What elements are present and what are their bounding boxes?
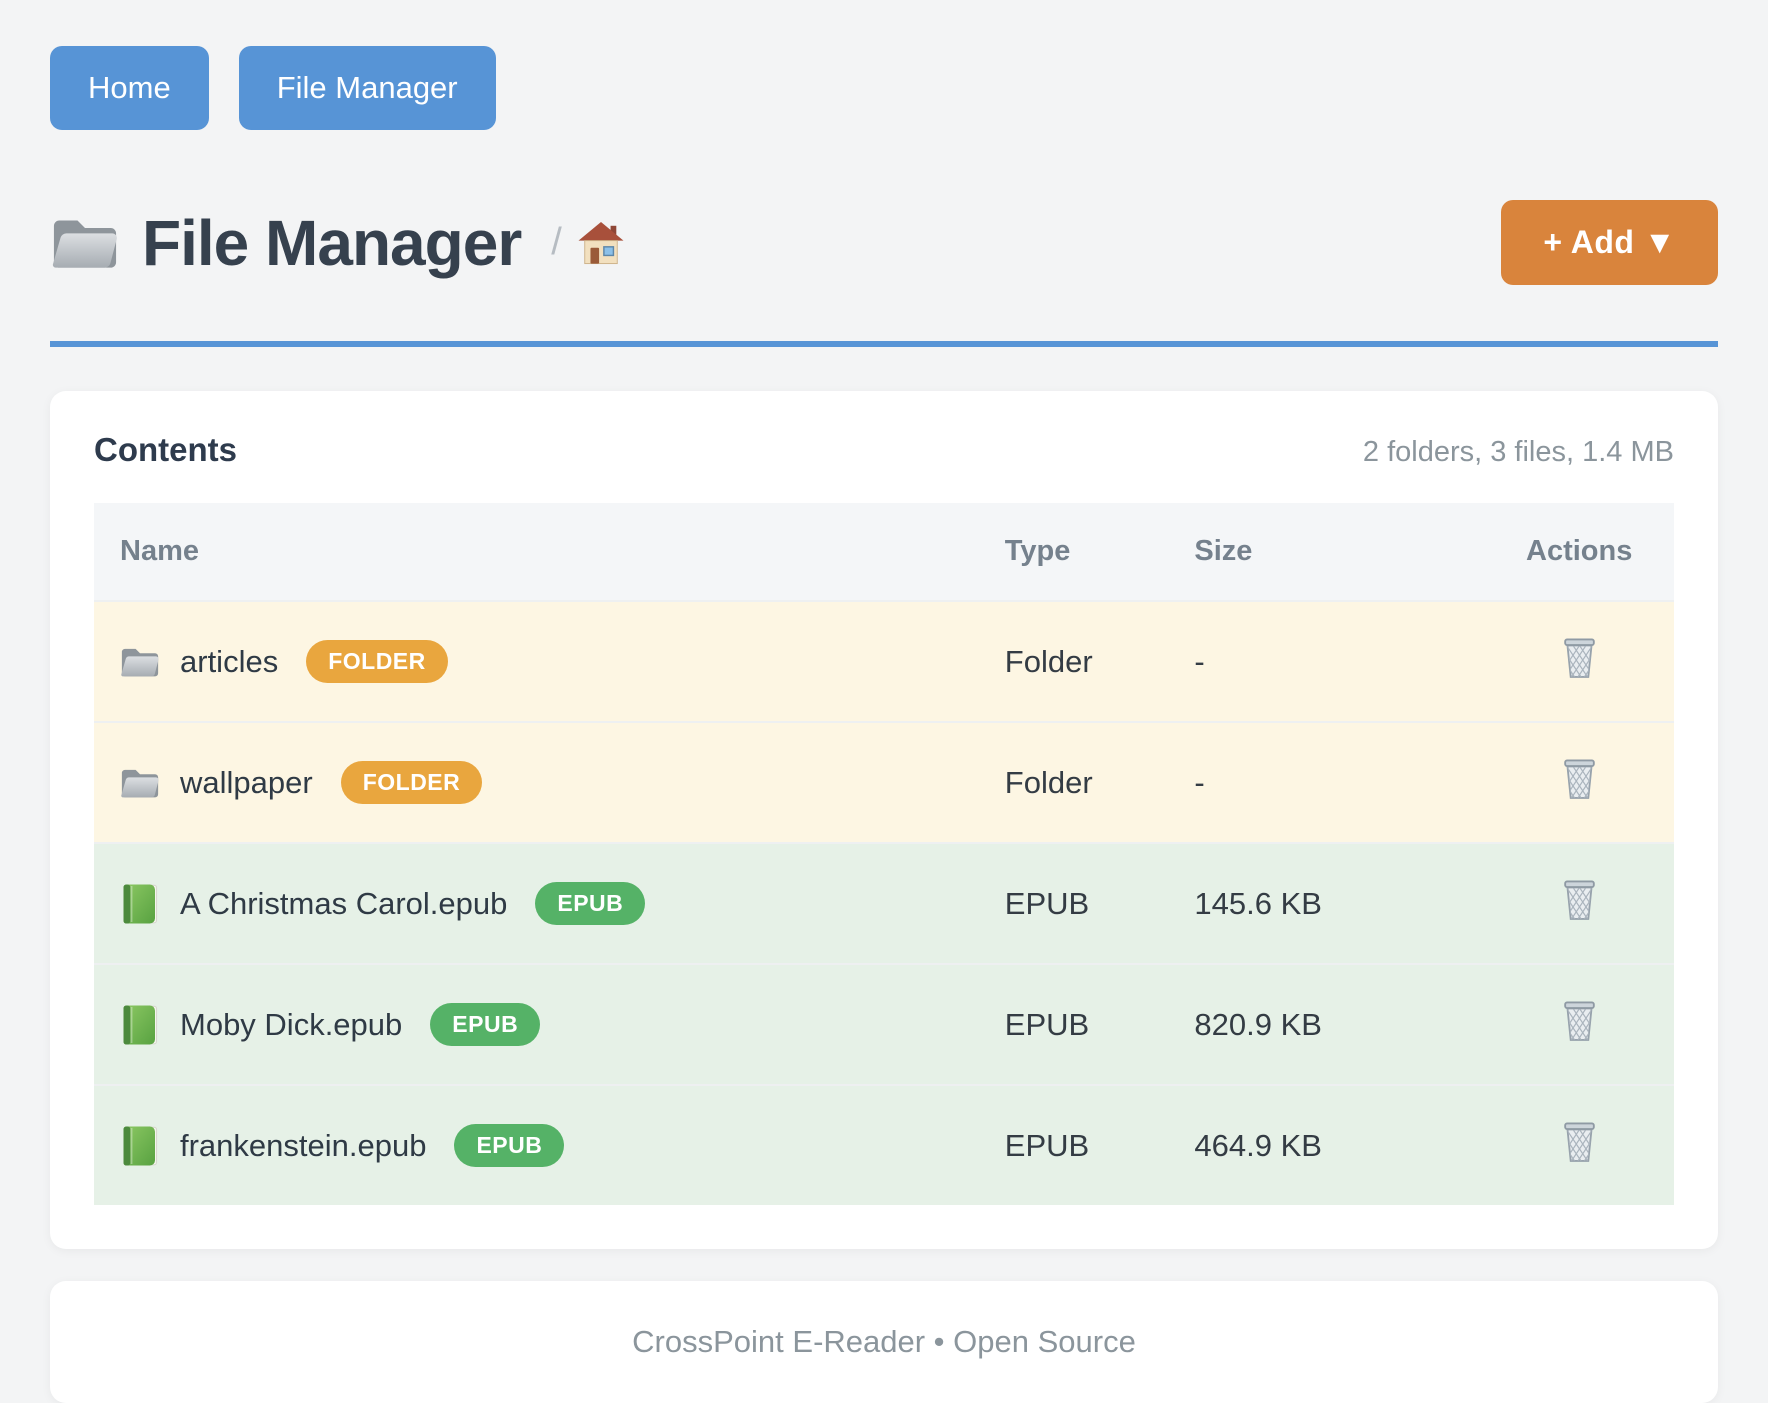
top-nav: Home File Manager xyxy=(50,46,1718,130)
footer-text: CrossPoint E-Reader • Open Source xyxy=(632,1324,1136,1359)
name-cell: articles FOLDER xyxy=(120,640,953,683)
trash-icon xyxy=(1561,1119,1598,1164)
house-icon xyxy=(578,221,624,265)
folder-icon xyxy=(50,213,142,273)
file-name[interactable]: A Christmas Carol.epub xyxy=(180,885,508,921)
type-cell: Folder xyxy=(978,600,1169,722)
file-name[interactable]: Moby Dick.epub xyxy=(180,1006,403,1042)
folder-icon xyxy=(120,762,160,804)
folder-icon xyxy=(120,641,160,683)
delete-button[interactable] xyxy=(1561,635,1598,680)
delete-button[interactable] xyxy=(1561,998,1598,1043)
page-header: File Manager / + Add ▼ xyxy=(50,200,1718,285)
name-cell: Moby Dick.epub EPUB xyxy=(120,1003,953,1046)
contents-heading: Contents xyxy=(94,431,237,468)
breadcrumb-home-link[interactable] xyxy=(578,221,624,265)
size-cell: - xyxy=(1168,600,1485,722)
title-underline xyxy=(50,341,1718,347)
type-badge: EPUB xyxy=(454,1124,565,1167)
column-header-name: Name xyxy=(94,503,979,601)
actions-cell xyxy=(1484,842,1674,964)
table-header-row: Name Type Size Actions xyxy=(94,503,1674,601)
trash-icon xyxy=(1561,635,1598,680)
file-name[interactable]: wallpaper xyxy=(180,764,313,800)
size-cell: 464.9 KB xyxy=(1168,1084,1485,1205)
file-name[interactable]: frankenstein.epub xyxy=(180,1127,427,1163)
home-button[interactable]: Home xyxy=(50,46,209,130)
name-cell: A Christmas Carol.epub EPUB xyxy=(120,882,953,925)
contents-card-head: Contents 2 folders, 3 files, 1.4 MB xyxy=(94,431,1674,469)
table-row: wallpaper FOLDER Folder - xyxy=(94,721,1674,843)
column-header-type: Type xyxy=(978,503,1169,601)
delete-button[interactable] xyxy=(1561,877,1598,922)
name-cell: wallpaper FOLDER xyxy=(120,761,953,804)
table-row: articles FOLDER Folder - xyxy=(94,600,1674,722)
column-header-actions: Actions xyxy=(1484,503,1674,601)
type-cell: EPUB xyxy=(978,963,1169,1085)
trash-icon xyxy=(1561,877,1598,922)
breadcrumb-separator: / xyxy=(551,221,562,263)
type-badge: FOLDER xyxy=(340,761,483,804)
trash-icon xyxy=(1561,998,1598,1043)
page-title: File Manager xyxy=(142,206,522,279)
add-button[interactable]: + Add ▼ xyxy=(1501,200,1718,285)
table-row: frankenstein.epub EPUB EPUB 464.9 KB xyxy=(94,1084,1674,1205)
type-cell: Folder xyxy=(978,721,1169,843)
contents-summary: 2 folders, 3 files, 1.4 MB xyxy=(1362,436,1674,468)
actions-cell xyxy=(1484,721,1674,843)
actions-cell xyxy=(1484,600,1674,722)
type-badge: FOLDER xyxy=(306,640,448,683)
type-badge: EPUB xyxy=(535,882,646,925)
book-icon xyxy=(120,1125,160,1167)
book-icon xyxy=(120,883,160,925)
contents-table: Name Type Size Actions articles FOLDER F… xyxy=(94,503,1674,1205)
table-body: articles FOLDER Folder - wallpaper FOLDE… xyxy=(94,600,1674,1205)
size-cell: - xyxy=(1168,721,1485,843)
trash-icon xyxy=(1561,756,1598,801)
type-cell: EPUB xyxy=(978,842,1169,964)
delete-button[interactable] xyxy=(1561,756,1598,801)
delete-button[interactable] xyxy=(1561,1119,1598,1164)
size-cell: 820.9 KB xyxy=(1168,963,1485,1085)
table-row: A Christmas Carol.epub EPUB EPUB 145.6 K… xyxy=(94,842,1674,964)
type-badge: EPUB xyxy=(430,1003,541,1046)
title-wrap: File Manager / xyxy=(50,206,624,280)
file-name[interactable]: articles xyxy=(180,643,279,679)
book-icon xyxy=(120,1004,160,1046)
table-row: Moby Dick.epub EPUB EPUB 820.9 KB xyxy=(94,963,1674,1085)
name-cell: frankenstein.epub EPUB xyxy=(120,1124,953,1167)
contents-card: Contents 2 folders, 3 files, 1.4 MB Name… xyxy=(50,391,1718,1249)
actions-cell xyxy=(1484,1084,1674,1205)
breadcrumb: / xyxy=(551,221,624,265)
footer-card: CrossPoint E-Reader • Open Source xyxy=(50,1281,1718,1403)
type-cell: EPUB xyxy=(978,1084,1169,1205)
file-manager-button[interactable]: File Manager xyxy=(238,46,496,130)
column-header-size: Size xyxy=(1168,503,1485,601)
size-cell: 145.6 KB xyxy=(1168,842,1485,964)
actions-cell xyxy=(1484,963,1674,1085)
